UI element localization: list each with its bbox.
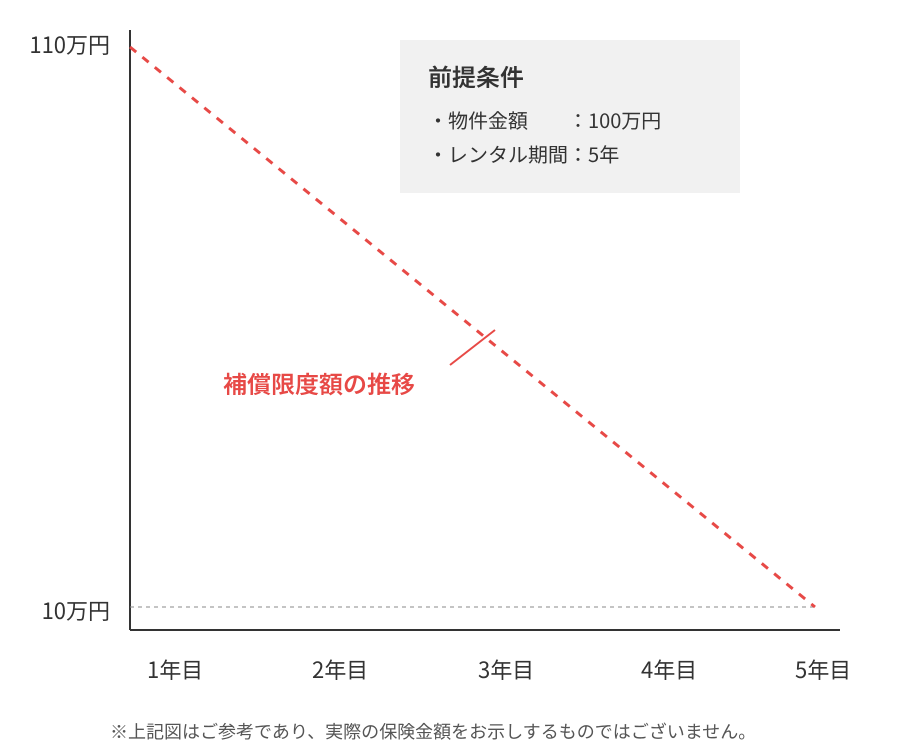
info-box-line-2: ・レンタル期間：5年 (428, 137, 712, 171)
info-box: 前提条件 ・物件金額 ：100万円 ・レンタル期間：5年 (400, 40, 740, 193)
label-leader-line (450, 330, 495, 365)
info-box-title: 前提条件 (428, 58, 712, 93)
footnote: ※上記図はご参考であり、実際の保険金額をお示しするものではございません。 (110, 718, 756, 744)
x-axis-label-1: 1年目 (147, 653, 203, 685)
y-axis-label-bottom: 10万円 (10, 594, 110, 626)
info-box-line-1: ・物件金額 ：100万円 (428, 103, 712, 137)
x-axis-label-5: 5年目 (795, 653, 851, 685)
x-axis-label-3: 3年目 (478, 653, 534, 685)
x-axis-label-2: 2年目 (312, 653, 368, 685)
chart-container: 110万円 10万円 1年目 2年目 3年目 4年目 5年目 前提条件 ・物件金… (0, 0, 900, 750)
x-axis-label-4: 4年目 (641, 653, 697, 685)
y-axis-label-top: 110万円 (10, 28, 110, 60)
line-label: 補償限度額の推移 (223, 365, 415, 400)
